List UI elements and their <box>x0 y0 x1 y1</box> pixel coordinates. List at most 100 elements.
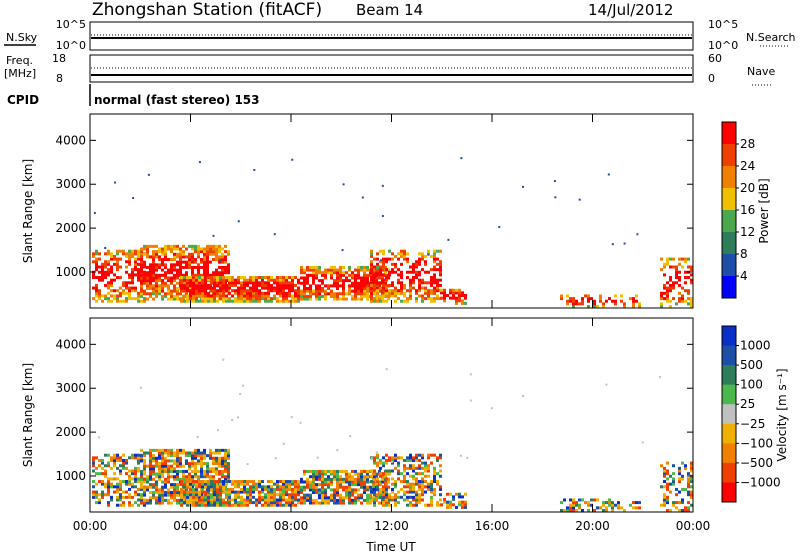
echo-cell <box>221 247 224 251</box>
echo-cell <box>152 250 155 254</box>
echo-cell <box>439 260 442 264</box>
echo-cell <box>261 503 264 507</box>
echo-cell <box>212 477 215 481</box>
echo-cell <box>436 482 439 486</box>
echo-cell <box>128 493 131 497</box>
echo-cell <box>599 297 602 301</box>
echo-cell <box>194 475 197 479</box>
echo-cell <box>376 273 379 277</box>
echo-cell <box>255 498 258 502</box>
echo-cell <box>183 482 186 486</box>
echo-cell <box>140 487 143 491</box>
echo-cell <box>167 472 170 476</box>
echo-cell <box>186 490 189 494</box>
echo-cell <box>176 462 179 466</box>
echo-cell <box>406 498 409 502</box>
echo-cell <box>339 268 342 272</box>
echo-cell <box>221 265 224 269</box>
echo-cell <box>294 289 297 293</box>
echo-cell <box>95 257 98 261</box>
echo-cell <box>180 493 183 497</box>
echo-cell <box>110 294 113 298</box>
echo-cell <box>167 448 170 452</box>
echo-cell <box>183 281 186 285</box>
echo-cell <box>291 294 294 298</box>
echo-cell <box>212 273 215 277</box>
echo-cell <box>119 299 122 303</box>
echo-cell <box>161 294 164 298</box>
echo-cell <box>203 258 206 262</box>
echo-cell <box>140 268 143 272</box>
echo-cell <box>92 495 95 499</box>
echo-cell <box>215 451 218 455</box>
echo-cell <box>282 281 285 285</box>
echo-cell <box>110 268 113 272</box>
echo-cell <box>430 299 433 303</box>
echo-cell <box>288 498 291 502</box>
echo-cell <box>385 477 388 481</box>
echo-cell <box>452 294 455 298</box>
echo-cell <box>255 501 258 505</box>
echo-cell <box>342 281 345 285</box>
echo-cell <box>216 498 219 502</box>
echo-cell <box>152 469 155 473</box>
echo-cell <box>219 493 222 497</box>
echo-cell <box>252 480 255 484</box>
echo-cell <box>379 493 382 497</box>
echo-cell <box>161 247 164 251</box>
echo-cell <box>400 273 403 277</box>
echo-cell <box>204 286 207 290</box>
echo-cell <box>632 302 635 306</box>
echo-cell <box>140 299 143 303</box>
echo-cell <box>273 490 276 494</box>
echo-cell <box>415 265 418 269</box>
echo-cell <box>140 456 143 460</box>
echo-cell <box>203 276 206 280</box>
echo-cell <box>161 488 164 492</box>
echo-cell <box>370 283 373 287</box>
echo-cell <box>427 289 430 293</box>
echo-cell <box>203 472 206 476</box>
echo-cell <box>212 451 215 455</box>
echo-cell <box>195 493 198 497</box>
echo-cell <box>285 283 288 287</box>
echo-cell <box>104 469 107 473</box>
echo-cell <box>375 297 378 301</box>
echo-cell <box>194 250 197 254</box>
echo-cell <box>197 459 200 463</box>
echo-cell <box>104 252 107 256</box>
echo-cell <box>188 265 191 269</box>
echo-cell <box>638 302 641 306</box>
echo-cell <box>455 291 458 295</box>
echo-cell <box>684 466 687 470</box>
echo-cell <box>427 503 430 507</box>
echo-cell <box>195 501 198 505</box>
echo-cell <box>134 453 137 457</box>
echo-cell <box>400 252 403 256</box>
colorbar-swatch <box>722 345 736 366</box>
echo-cell <box>599 506 602 510</box>
echo-cell <box>207 278 210 282</box>
echo-cell <box>360 297 363 301</box>
echo-cell <box>185 260 188 264</box>
echo-cell <box>204 485 207 489</box>
echo-cell <box>113 294 116 298</box>
echo-cell <box>273 498 276 502</box>
echo-cell <box>303 287 306 291</box>
echo-cell <box>312 483 315 487</box>
echo-cell <box>602 305 605 308</box>
echo-cell <box>315 268 318 272</box>
echo-cell <box>146 475 149 479</box>
echo-cell <box>288 493 291 497</box>
echo-cell <box>433 453 436 457</box>
echo-cell <box>161 250 164 254</box>
echo-cell <box>687 265 690 269</box>
echo-cell <box>149 265 152 269</box>
echo-cell <box>98 297 101 301</box>
echo-cell <box>276 503 279 507</box>
echo-cell <box>186 299 189 303</box>
echo-cell <box>455 288 458 292</box>
echo-cell <box>155 448 158 452</box>
echo-cell <box>394 503 397 507</box>
echo-cell <box>116 297 119 301</box>
